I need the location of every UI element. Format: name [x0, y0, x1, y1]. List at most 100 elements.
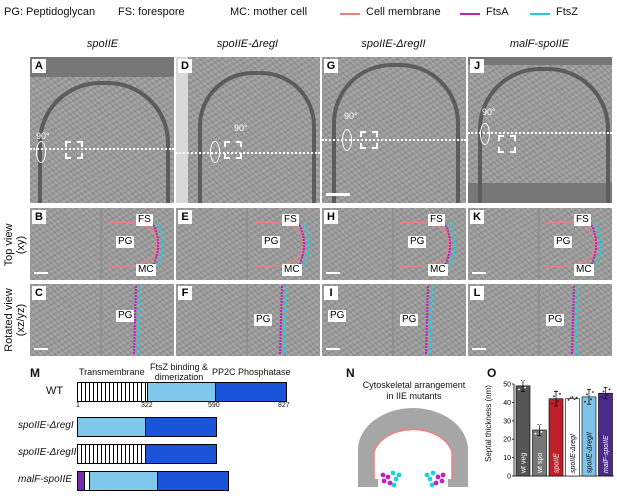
y-tick-label: 20: [503, 437, 511, 444]
column-title-2: spoIIE-ΔregI: [216, 38, 279, 50]
rotation-arrow-icon: [36, 141, 46, 163]
data-point: [586, 393, 588, 396]
panel-label-m: M: [30, 366, 40, 380]
data-point: [524, 386, 526, 389]
tag-fs: FS: [282, 214, 299, 226]
dregi-pp2c-domain: [145, 417, 217, 437]
dregii-tm-domain: [77, 444, 147, 464]
tag-pg: PG: [116, 236, 135, 248]
tag-mc: MC: [282, 264, 302, 276]
data-point: [569, 397, 572, 400]
rotation-label-d: 90°: [234, 123, 248, 133]
data-point: [602, 390, 605, 393]
panel-f: F PG: [176, 284, 320, 356]
domain-ftsz-label: FtsZ binding & dimerization: [150, 362, 209, 382]
rotation-arrow-icon: [210, 141, 220, 163]
data-point: [567, 398, 570, 401]
tick-322: 322: [141, 402, 153, 409]
panel-k: K FS PG MC: [468, 208, 612, 280]
category-label-4: spoIIE-ΔregII: [587, 432, 594, 473]
panel-label-k: K: [470, 210, 484, 224]
row-label-rotated-view: Rotated view (xz/yz): [3, 288, 27, 352]
panel-label-a: A: [32, 59, 46, 73]
rotation-label-a: 90°: [36, 131, 50, 141]
dregii-pp2c-domain: [145, 444, 217, 464]
septal-thickness-chart: 0 10 20 30 40 50 wt veg wt spo spoIIE spoIIE-Δreg…: [503, 379, 614, 481]
tag-fs: FS: [574, 214, 591, 226]
y-tick-label: 30: [503, 418, 511, 425]
membrane-annotation: [279, 285, 287, 355]
y-tick-label: 40: [503, 400, 511, 407]
column-title-3: spoIIE-ΔregII: [361, 38, 426, 50]
data-point: [571, 396, 574, 398]
tag-pg: PG: [254, 314, 273, 326]
scale-bar: [472, 272, 486, 274]
panel-i: I PG PG: [322, 284, 466, 356]
panel-label-b: B: [32, 210, 46, 224]
tag-pg: PG: [262, 236, 281, 248]
y-tick-label: 50: [503, 382, 511, 389]
rotation-label-j: 90°: [482, 107, 496, 117]
column-title-4: malF-spoIIE: [509, 38, 570, 50]
data-point: [538, 423, 541, 426]
tag-pg: PG: [116, 310, 135, 322]
ftsa-dots-left: [380, 470, 402, 488]
cell-schematic: [358, 408, 468, 488]
row-name-malf: malF-spoIIE: [18, 474, 72, 485]
panel-o-ylabel: Septal thickness (nm): [484, 385, 493, 462]
column-title-1: spoIIE: [86, 38, 119, 50]
data-point: [536, 427, 539, 430]
row-name-dregii: spoIIE-ΔregII: [18, 447, 77, 458]
data-point: [573, 398, 576, 401]
tag-pg: PG: [328, 310, 347, 322]
malf-ftsz-domain: [89, 471, 159, 491]
tag-mc: MC: [428, 264, 448, 276]
data-point: [518, 388, 520, 391]
tick-827: 827: [278, 402, 290, 409]
scale-bar: [34, 272, 48, 274]
ftsz-swatch: [530, 13, 550, 15]
membrane-annotation: [571, 285, 579, 355]
panel-c: C PG: [30, 284, 174, 356]
ftsa-dots-right: [424, 470, 446, 488]
data-point: [588, 388, 590, 391]
panel-n-title: Cytoskeletal arrangement in IIE mutants: [362, 380, 466, 401]
panel-label-l: L: [470, 286, 484, 300]
row-label-top-view: Top view (xy): [3, 223, 27, 267]
panel-b: B FS PG MC: [30, 208, 174, 280]
tag-pg: PG: [546, 314, 565, 326]
tag-pg: PG: [554, 236, 573, 248]
category-label-3: spoIIE-ΔregI: [570, 434, 577, 473]
tick-1: 1: [76, 402, 80, 409]
data-point: [522, 379, 524, 382]
panel-l: L PG: [468, 284, 612, 356]
membrane-annotation: [133, 285, 141, 355]
legend-pg: PG: Peptidoglycan: [4, 6, 96, 18]
dregi-ftsz-domain: [77, 417, 147, 437]
panel-label-o: O: [487, 366, 497, 380]
scale-bar: [326, 272, 340, 274]
y-tick-label: 10: [503, 455, 511, 462]
row-name-wt: WT: [46, 385, 64, 397]
data-point: [584, 400, 586, 403]
data-point: [557, 400, 559, 403]
data-point: [575, 396, 578, 399]
tag-fs: FS: [136, 214, 153, 226]
malf-pp2c-domain: [157, 471, 229, 491]
category-label-1: wt spo: [537, 453, 544, 474]
panel-label-h: H: [324, 210, 338, 224]
data-point: [540, 430, 543, 433]
data-point: [551, 402, 553, 405]
cell-membrane-swatch: [340, 13, 360, 15]
scale-bar: [326, 193, 350, 196]
ftsa-swatch: [460, 13, 480, 15]
scale-bar: [326, 348, 340, 350]
scale-bar: [34, 348, 48, 350]
panel-label-d: D: [178, 59, 192, 73]
data-point: [608, 388, 611, 391]
tag-mc: MC: [136, 264, 156, 276]
domain-tm-label: Transmembrane: [79, 367, 145, 377]
wt-tm-domain: [77, 382, 149, 402]
panel-label-f: F: [178, 286, 192, 300]
tag-mc: MC: [574, 264, 594, 276]
